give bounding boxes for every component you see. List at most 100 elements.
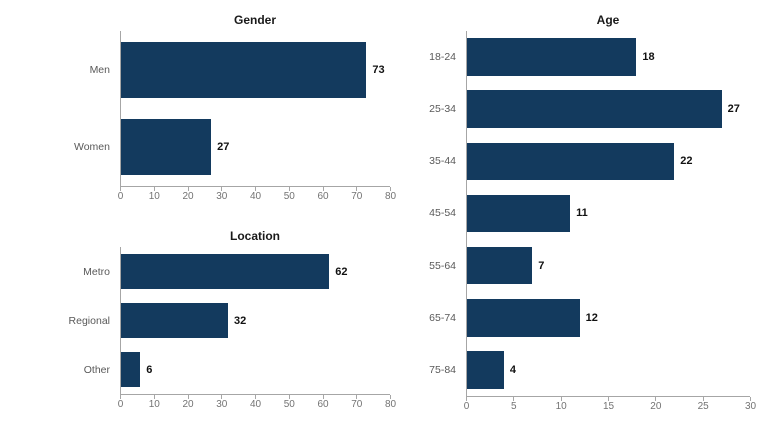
axis-tick-label: 80 [384,399,397,410]
axis-tick: 0 [118,187,123,202]
value-label: 4 [509,363,516,376]
axis-tick: 60 [317,395,329,410]
bar [466,351,504,389]
value-label: 27 [217,141,230,154]
category-label: 45-54 [429,207,456,220]
bar-row: Regional 32 [60,296,390,345]
bar-row: Metro 62 [60,247,390,296]
bar [120,253,330,290]
bar-row: 75-84 4 [406,344,750,396]
bar-track: 62 [120,247,390,296]
bar [466,194,571,233]
bar-track: 4 [466,344,750,396]
bar-track: 7 [466,240,750,292]
bar-row: 55-64 7 [406,240,750,292]
bar-track: 18 [466,31,750,83]
category-label: Women [74,141,110,154]
bar-row: 25-34 27 [406,83,750,135]
axis-tick-label: 25 [697,401,709,412]
axis-tick: 40 [250,395,261,410]
bar-row: 65-74 12 [406,292,750,344]
bar-track: 27 [466,83,750,135]
bar-track: 73 [120,31,390,109]
axis-tick: 30 [216,395,227,410]
axis-tick-label: 30 [744,401,757,412]
axis-tick: 15 [603,397,614,412]
bar [466,142,675,181]
bar-row: Other 6 [60,345,390,394]
axis-tick: 30 [216,187,227,202]
axis-tick-label: 70 [351,399,363,410]
axis-tick-label: 30 [216,191,228,202]
axis-tick: 60 [317,187,329,202]
chart-title: Age [596,13,620,27]
x-axis: 0 10 20 30 40 50 60 70 80 [118,186,396,206]
bar-track: 11 [466,187,750,239]
x-axis: 0 5 10 15 20 25 30 [464,396,756,416]
category-label: 65-74 [429,311,456,324]
axis-tick: 80 [385,187,396,202]
bar [466,246,533,285]
bar [466,299,580,337]
axis-tick: 20 [182,187,194,202]
axis-tick-label: 50 [283,191,295,202]
category-label: 55-64 [429,259,456,272]
axis-tick: 50 [284,395,295,410]
category-label: 18-24 [429,51,456,64]
axis-tick: 20 [182,395,194,410]
value-label: 73 [372,63,385,76]
gender-bar-chart: Gender Men 73 Women 27 0 10 20 30 40 50 60 70 80 [60,8,396,206]
axis-tick: 25 [698,397,709,412]
bar [466,38,637,76]
category-label: Other [83,363,110,376]
axis-tick: 30 [745,397,756,412]
axis-tick-label: 0 [117,399,124,410]
axis-tick-label: 10 [555,401,567,412]
bar [120,119,212,176]
plot-area: Metro 62 Regional 32 Other 6 [60,247,390,394]
value-label: 32 [234,314,247,327]
category-label: Metro [83,265,110,278]
category-label: 75-84 [429,363,456,376]
age-bar-chart: Age 18-24 18 25-34 27 35-44 22 45-54 11 55-64 7 65… [406,8,756,416]
chart-title: Location [230,229,280,243]
axis-tick: 20 [650,397,661,412]
axis-tick-label: 60 [317,399,329,410]
axis-tick-label: 20 [182,191,194,202]
axis-tick-label: 30 [216,399,228,410]
plot-area: 18-24 18 25-34 27 35-44 22 45-54 11 55-64 7 65-74 1… [406,31,750,396]
bar-track: 22 [466,135,750,187]
axis-tick-label: 60 [317,191,329,202]
axis-tick: 70 [351,395,362,410]
category-label: 25-34 [429,103,456,116]
bar-track: 27 [120,109,390,187]
value-label: 6 [146,363,153,376]
bar-track: 6 [120,345,390,394]
bar-track: 12 [466,292,750,344]
axis-tick: 50 [284,187,295,202]
axis-tick: 0 [464,397,469,412]
bar-row: 18-24 18 [406,31,750,83]
axis-tick: 0 [118,395,123,410]
category-label: Men [89,63,110,76]
axis-tick-label: 10 [148,191,160,202]
value-label: 7 [538,259,545,272]
axis-tick-label: 15 [602,401,615,412]
bar-row: Men 73 [60,31,390,109]
x-axis: 0 10 20 30 40 50 60 70 80 [118,394,396,414]
axis-tick: 10 [149,187,160,202]
axis-tick-label: 40 [249,399,262,410]
axis-tick-label: 20 [650,401,662,412]
axis-tick-label: 0 [117,191,124,202]
category-label: 35-44 [429,155,456,168]
bar [120,351,141,388]
bar [466,90,722,128]
bar-row: 35-44 22 [406,135,750,187]
value-label: 27 [727,103,740,116]
axis-tick-label: 10 [148,399,160,410]
chart-title: Gender [233,13,276,27]
axis-tick-label: 40 [249,191,262,202]
value-label: 12 [585,311,598,324]
bar-row: 45-54 11 [406,187,750,239]
axis-tick: 5 [511,397,517,412]
